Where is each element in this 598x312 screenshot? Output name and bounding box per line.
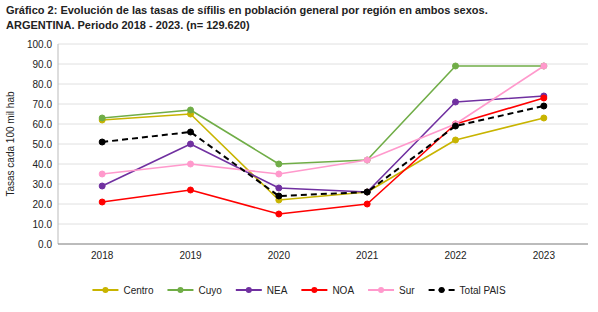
legend-marker (439, 287, 445, 293)
point (276, 171, 282, 177)
series (99, 103, 547, 199)
point (364, 157, 370, 163)
series-line (102, 114, 544, 200)
point (188, 129, 194, 135)
grid-line (58, 84, 588, 85)
point (188, 187, 194, 193)
legend-label: Cuyo (198, 285, 222, 296)
point (541, 63, 547, 69)
point (188, 161, 194, 167)
y-tick-label: 80.0 (33, 79, 53, 90)
legend-label: Sur (399, 285, 415, 296)
point (541, 95, 547, 101)
grid-line (58, 64, 588, 65)
point (276, 161, 282, 167)
y-tick-label: 90.0 (33, 59, 53, 70)
series-line (102, 98, 544, 214)
point (541, 103, 547, 109)
point (453, 99, 459, 105)
y-tick-label: 50.0 (33, 139, 53, 150)
chart: Gráfico 2: Evolución de las tasas de síf… (0, 0, 598, 312)
x-tick-label: 2023 (533, 250, 556, 261)
y-tick-label: 30.0 (33, 179, 53, 190)
legend-marker (177, 287, 183, 293)
series-line (102, 106, 544, 196)
point (541, 63, 547, 69)
point (364, 189, 370, 195)
point (99, 171, 105, 177)
x-tick-label: 2021 (356, 250, 379, 261)
point (99, 139, 105, 145)
point (99, 199, 105, 205)
grid-line (58, 164, 588, 165)
x-tick-label: 2018 (91, 250, 114, 261)
series-line (102, 66, 544, 164)
grid-line (58, 184, 588, 185)
grid-line (58, 204, 588, 205)
point (453, 63, 459, 69)
legend-marker (378, 287, 384, 293)
y-axis-label: Tasas cada 100 mil hab (5, 91, 16, 197)
point (99, 115, 105, 121)
x-tick-label: 2020 (268, 250, 291, 261)
y-tick-label: 70.0 (33, 99, 53, 110)
y-tick-label: 100.0 (27, 39, 52, 50)
series (99, 63, 547, 167)
series (99, 95, 547, 217)
title: Gráfico 2: Evolución de las tasas de síf… (6, 4, 488, 16)
background (0, 0, 598, 312)
point (188, 107, 194, 113)
legend-label: NEA (267, 285, 288, 296)
legend-item: Sur (368, 285, 415, 296)
y-tick-label: 10.0 (33, 219, 53, 230)
legend-item: Total PAIS (429, 285, 506, 296)
legend-label: Total PAIS (460, 285, 506, 296)
subtitle: ARGENTINA. Periodo 2018 - 2023. (n= 129.… (6, 19, 250, 31)
point (364, 157, 370, 163)
legend-item: NOA (301, 285, 354, 296)
point (541, 115, 547, 121)
grid-line (58, 144, 588, 145)
legend-marker (102, 287, 108, 293)
y-tick-label: 20.0 (33, 199, 53, 210)
point (453, 123, 459, 129)
x-tick-label: 2019 (179, 250, 202, 261)
grid (58, 44, 588, 244)
y-tick-label: 0.0 (38, 239, 52, 250)
point (364, 189, 370, 195)
y-tick-label: 60.0 (33, 119, 53, 130)
legend-item: Cuyo (167, 285, 222, 296)
y-axis-line (58, 44, 59, 244)
grid-line (58, 224, 588, 225)
point (364, 189, 370, 195)
grid-line (58, 104, 588, 105)
point (276, 185, 282, 191)
plot-area (99, 63, 547, 217)
grid-line (58, 244, 588, 245)
point (276, 211, 282, 217)
legend-label: Centro (123, 285, 153, 296)
legend-item: Centro (92, 285, 153, 296)
legend-item: NEA (236, 285, 288, 296)
point (188, 141, 194, 147)
y-tick-label: 40.0 (33, 159, 53, 170)
x-tick-label: 2022 (444, 250, 467, 261)
series-line (102, 66, 544, 174)
point (453, 137, 459, 143)
grid-line (58, 124, 588, 125)
legend-marker (246, 287, 252, 293)
legend-marker (311, 287, 317, 293)
x-axis-line (58, 244, 588, 245)
point (99, 183, 105, 189)
point (276, 193, 282, 199)
legend: Centro Cuyo NEA NOA Sur Total PAIS (92, 285, 505, 296)
grid-line (58, 44, 588, 45)
point (364, 201, 370, 207)
legend-label: NOA (332, 285, 354, 296)
